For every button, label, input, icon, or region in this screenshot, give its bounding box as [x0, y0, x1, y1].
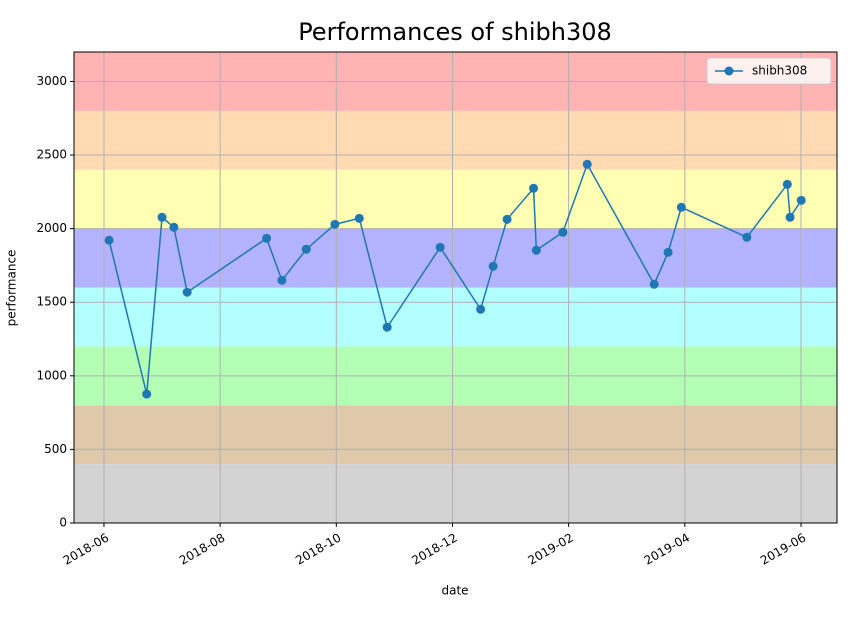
rating-band [74, 169, 837, 229]
data-point [476, 304, 486, 314]
y-tick-label: 3000 [36, 74, 67, 88]
data-point [330, 219, 340, 229]
data-point [169, 222, 179, 232]
data-point [531, 245, 541, 255]
y-axis-label: performance [5, 250, 19, 327]
series-line [108, 162, 802, 395]
data-point [742, 232, 752, 242]
data-point [277, 275, 287, 285]
data-point [663, 247, 673, 257]
rating-band [74, 110, 837, 170]
y-tick-label: 0 [59, 516, 67, 530]
legend-box [706, 57, 832, 85]
data-point [676, 202, 686, 212]
rating-band [74, 464, 837, 523]
y-tick-label: 1500 [36, 295, 67, 309]
x-tick-label: 2018-06 [61, 531, 111, 568]
data-point [782, 179, 792, 189]
data-point [529, 183, 539, 193]
y-tick-label: 2500 [36, 148, 67, 162]
data-point [104, 235, 114, 245]
data-point [301, 244, 311, 254]
data-point [435, 242, 445, 252]
data-point [142, 389, 152, 399]
rating-band [74, 405, 837, 465]
data-point [582, 159, 592, 169]
data-point [382, 322, 392, 332]
data-point [796, 195, 806, 205]
data-point [502, 214, 512, 224]
data-point [182, 287, 192, 297]
data-point [262, 233, 272, 243]
y-tick-label: 1000 [36, 368, 67, 382]
rating-band [74, 287, 837, 347]
x-axis-label: date [441, 584, 468, 598]
data-point [157, 212, 167, 222]
x-tick-label: 2019-06 [758, 531, 808, 568]
y-tick-label: 2000 [36, 221, 67, 235]
data-point [354, 213, 364, 223]
data-point [558, 227, 568, 237]
legend-marker [724, 66, 734, 76]
data-point [488, 261, 498, 271]
rating-band [74, 228, 837, 288]
legend-label: shibh308 [752, 64, 807, 78]
y-tick-label: 500 [44, 442, 67, 456]
x-tick-label: 2018-10 [293, 531, 343, 568]
x-tick-label: 2018-08 [177, 531, 227, 568]
chart-title: Performances of shibh308 [298, 18, 612, 46]
x-tick-label: 2019-04 [642, 531, 692, 568]
x-tick-label: 2018-12 [409, 531, 459, 568]
data-point [785, 212, 795, 222]
data-point [649, 279, 659, 289]
plot-frame [73, 51, 838, 524]
x-tick-label: 2019-02 [525, 531, 575, 568]
